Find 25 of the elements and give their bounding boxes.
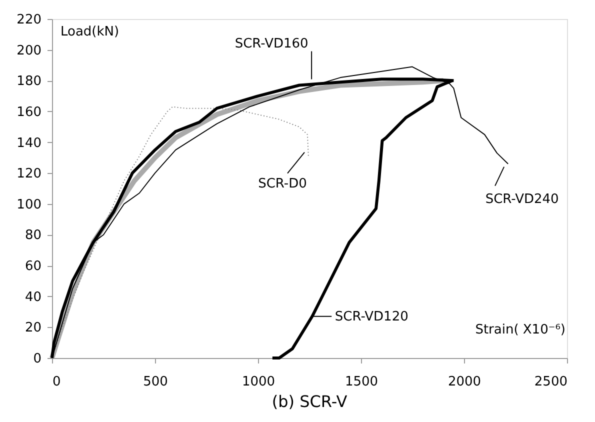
annotation: SCR-VD160 (234, 36, 308, 52)
y-tick-label: 60 (24, 259, 42, 274)
x-tick-label: 1500 (344, 374, 378, 390)
y-tick-label: 80 (24, 228, 42, 244)
y-tick-label: 180 (16, 74, 42, 90)
annotation: SCR-VD120 (334, 309, 408, 324)
y-tick-label: 200 (16, 43, 42, 58)
y-tick-label: 120 (16, 166, 42, 182)
y-tick-label: 20 (24, 320, 42, 336)
y-tick-label: 140 (16, 136, 42, 151)
x-tick-label: 2500 (534, 374, 568, 390)
y-tick-label: 0 (33, 352, 42, 366)
text: (b) SCR-V (272, 392, 348, 411)
x-tick-label: 500 (143, 374, 168, 390)
y-tick-label: 40 (24, 290, 42, 305)
y-axis-title: Load(kN) (60, 24, 120, 40)
x-tick-label: 1000 (242, 374, 276, 390)
x-tick-label: 0 (52, 374, 61, 390)
annotation: SCR-D0 (258, 176, 307, 192)
y-tick-label: 100 (16, 197, 42, 212)
y-tick-label: 160 (16, 104, 42, 120)
x-axis-title: Strain( X10⁻⁶) (475, 322, 566, 338)
annotation: SCR-VD240 (485, 192, 559, 207)
x-tick-label: 2000 (448, 374, 482, 390)
y-tick-label: 220 (16, 12, 42, 28)
